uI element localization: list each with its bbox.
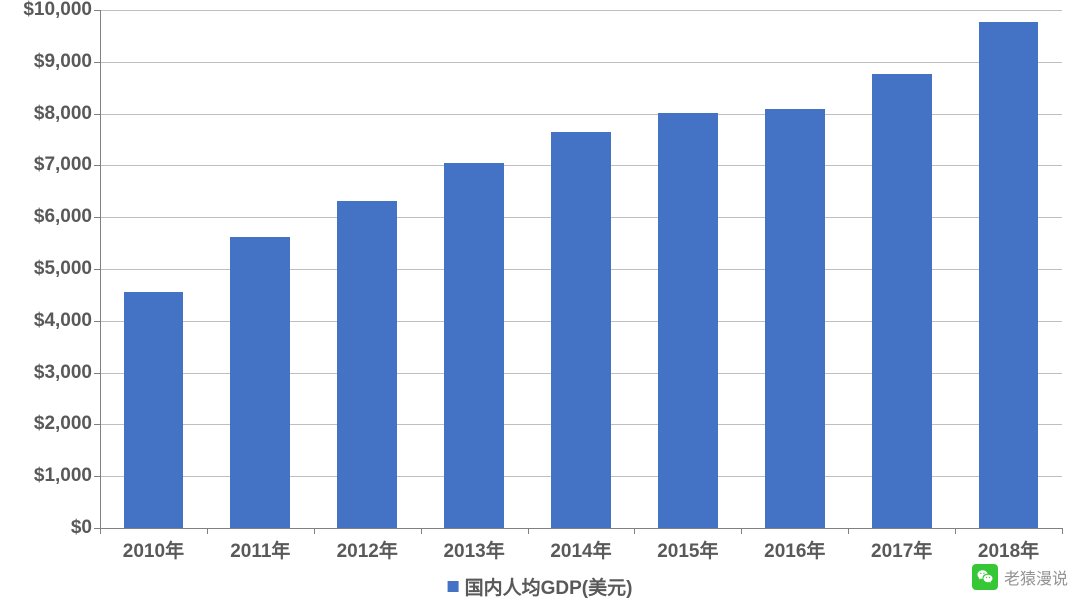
wechat-icon xyxy=(972,564,998,590)
gridline xyxy=(100,62,1062,63)
x-tick-mark xyxy=(634,528,635,534)
y-tick-label: $4,000 xyxy=(34,310,100,332)
gridline xyxy=(100,10,1062,11)
bar xyxy=(230,237,290,528)
y-tick-label: $2,000 xyxy=(34,413,100,435)
chart-frame: $0$1,000$2,000$3,000$4,000$5,000$6,000$7… xyxy=(0,0,1080,608)
x-tick-label: 2011年 xyxy=(230,528,290,563)
x-tick-label: 2013年 xyxy=(443,528,504,563)
bar xyxy=(979,22,1039,528)
x-tick-label: 2014年 xyxy=(550,528,611,563)
bar xyxy=(124,292,184,528)
bar xyxy=(444,163,504,528)
y-tick-label: $10,000 xyxy=(23,0,100,21)
x-tick-mark xyxy=(528,528,529,534)
x-tick-mark xyxy=(421,528,422,534)
plot-area: $0$1,000$2,000$3,000$4,000$5,000$6,000$7… xyxy=(100,10,1062,528)
x-tick-mark xyxy=(848,528,849,534)
x-tick-mark xyxy=(1062,528,1063,534)
legend-swatch xyxy=(448,581,459,592)
x-tick-mark xyxy=(314,528,315,534)
x-tick-mark xyxy=(741,528,742,534)
x-tick-mark xyxy=(207,528,208,534)
x-tick-mark xyxy=(955,528,956,534)
x-tick-label: 2015年 xyxy=(657,528,718,563)
bar xyxy=(765,109,825,528)
y-tick-label: $7,000 xyxy=(34,154,100,176)
y-tick-label: $8,000 xyxy=(34,103,100,125)
legend-label: 国内人均GDP(美元) xyxy=(465,573,633,600)
y-tick-label: $1,000 xyxy=(34,465,100,487)
y-tick-label: $5,000 xyxy=(34,258,100,280)
y-axis-line xyxy=(100,10,101,528)
x-tick-label: 2016年 xyxy=(764,528,825,563)
watermark: 老猿漫说 xyxy=(972,564,1068,590)
x-tick-mark xyxy=(100,528,101,534)
x-tick-label: 2012年 xyxy=(337,528,398,563)
bar xyxy=(551,132,611,528)
x-tick-label: 2010年 xyxy=(123,528,184,563)
x-tick-label: 2018年 xyxy=(978,528,1039,563)
bar xyxy=(658,113,718,528)
y-tick-label: $6,000 xyxy=(34,206,100,228)
x-tick-label: 2017年 xyxy=(871,528,932,563)
watermark-text: 老猿漫说 xyxy=(1004,565,1068,589)
y-tick-label: $9,000 xyxy=(34,51,100,73)
bar xyxy=(337,201,397,528)
bar xyxy=(872,74,932,528)
legend: 国内人均GDP(美元) xyxy=(448,573,633,600)
y-tick-label: $3,000 xyxy=(34,362,100,384)
